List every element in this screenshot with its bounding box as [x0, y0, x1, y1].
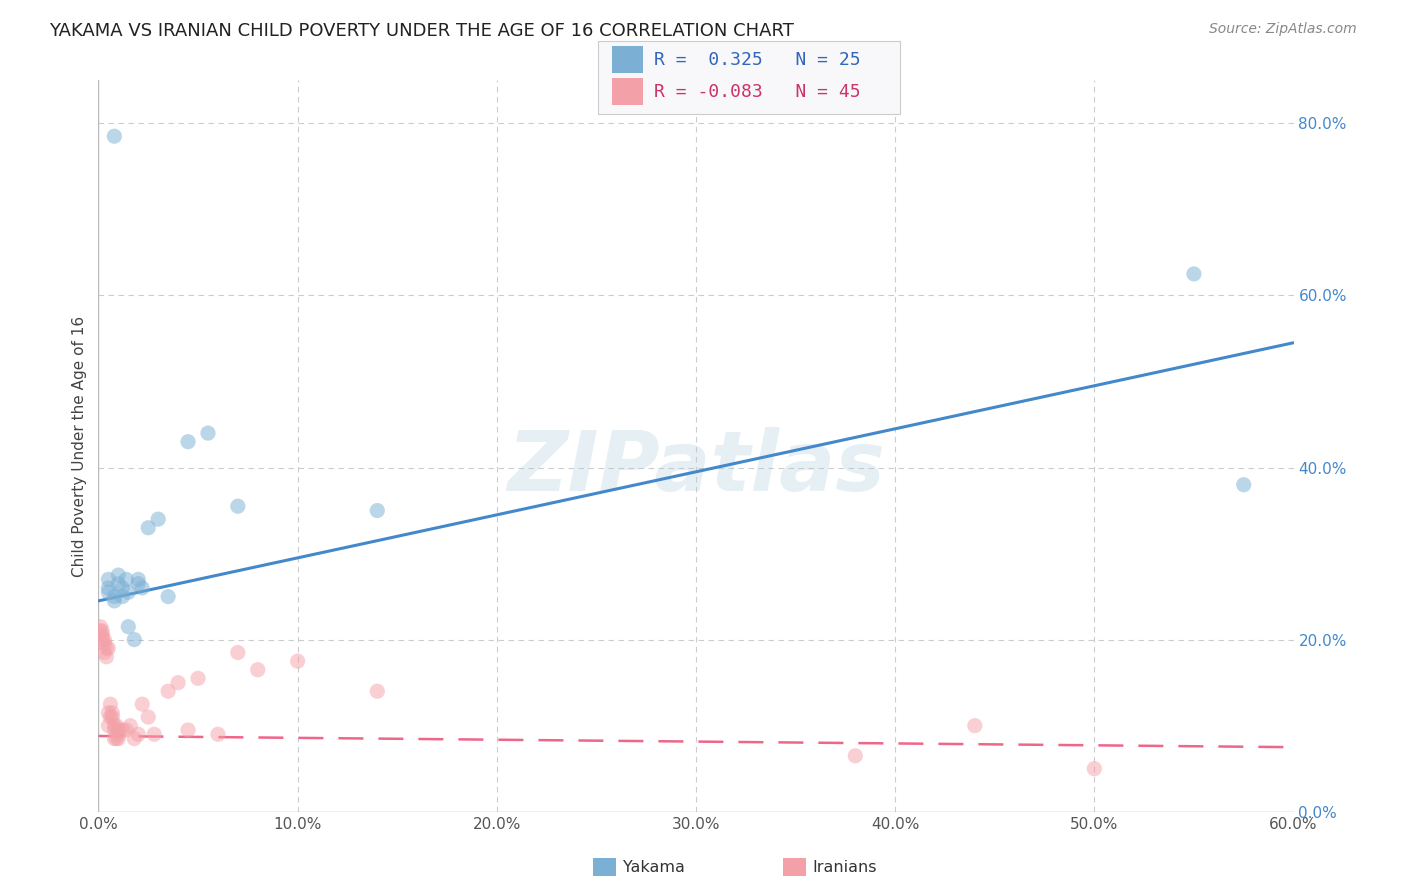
Point: [96, 641, 118, 656]
Point: [103, 723, 125, 737]
Point: [105, 731, 128, 746]
Point: [187, 671, 209, 685]
Point: [157, 590, 180, 604]
Point: [107, 731, 129, 746]
Point: [103, 731, 125, 746]
Point: [98, 697, 122, 711]
Point: [103, 719, 125, 733]
Point: [246, 663, 269, 677]
Point: [103, 594, 125, 608]
Point: [963, 719, 986, 733]
Point: [207, 727, 229, 741]
Point: [136, 521, 159, 535]
Point: [105, 719, 128, 733]
Point: [107, 727, 129, 741]
Point: [98, 710, 122, 724]
Point: [117, 585, 139, 599]
Point: [97, 573, 120, 587]
Point: [844, 748, 866, 763]
Point: [167, 675, 190, 690]
Point: [131, 697, 153, 711]
Point: [226, 646, 249, 660]
Point: [1182, 267, 1205, 281]
Point: [127, 573, 149, 587]
Point: [197, 426, 219, 441]
Point: [143, 727, 166, 741]
Point: [97, 641, 120, 656]
Point: [97, 581, 120, 595]
Text: Source: ZipAtlas.com: Source: ZipAtlas.com: [1209, 22, 1357, 37]
Point: [97, 706, 120, 720]
Point: [127, 727, 149, 741]
Point: [103, 129, 125, 144]
Point: [107, 568, 129, 582]
Point: [101, 710, 124, 724]
Point: [136, 710, 159, 724]
Point: [1083, 762, 1105, 776]
Text: R = -0.083   N = 45: R = -0.083 N = 45: [654, 83, 860, 101]
Point: [93, 632, 115, 647]
Point: [366, 503, 388, 517]
Point: [115, 723, 138, 737]
Point: [111, 590, 134, 604]
Point: [124, 731, 146, 746]
Point: [157, 684, 180, 698]
Point: [89, 620, 111, 634]
Text: R =  0.325   N = 25: R = 0.325 N = 25: [654, 51, 860, 69]
Point: [366, 684, 388, 698]
Point: [117, 620, 139, 634]
Point: [287, 654, 309, 668]
Text: ZIPatlas: ZIPatlas: [508, 427, 884, 508]
Point: [111, 581, 134, 595]
Point: [97, 585, 120, 599]
Point: [127, 576, 149, 591]
Point: [93, 637, 115, 651]
Point: [101, 706, 124, 720]
Point: [93, 646, 115, 660]
Point: [131, 581, 153, 595]
Point: [1233, 477, 1256, 491]
Point: [177, 723, 200, 737]
Point: [107, 723, 129, 737]
Text: YAKAMA VS IRANIAN CHILD POVERTY UNDER THE AGE OF 16 CORRELATION CHART: YAKAMA VS IRANIAN CHILD POVERTY UNDER TH…: [49, 22, 794, 40]
Point: [111, 723, 134, 737]
Point: [103, 590, 125, 604]
Point: [226, 500, 249, 514]
Point: [96, 649, 118, 664]
Point: [148, 512, 170, 526]
Point: [97, 719, 120, 733]
Point: [91, 628, 114, 642]
Point: [124, 632, 146, 647]
Point: [107, 576, 129, 591]
Point: [115, 573, 138, 587]
Point: [177, 434, 200, 449]
Y-axis label: Child Poverty Under the Age of 16: Child Poverty Under the Age of 16: [72, 316, 87, 576]
Text: Yakama: Yakama: [623, 860, 685, 874]
Point: [91, 624, 114, 638]
Text: Iranians: Iranians: [813, 860, 877, 874]
Point: [120, 719, 142, 733]
Point: [91, 632, 114, 647]
Point: [89, 624, 111, 638]
